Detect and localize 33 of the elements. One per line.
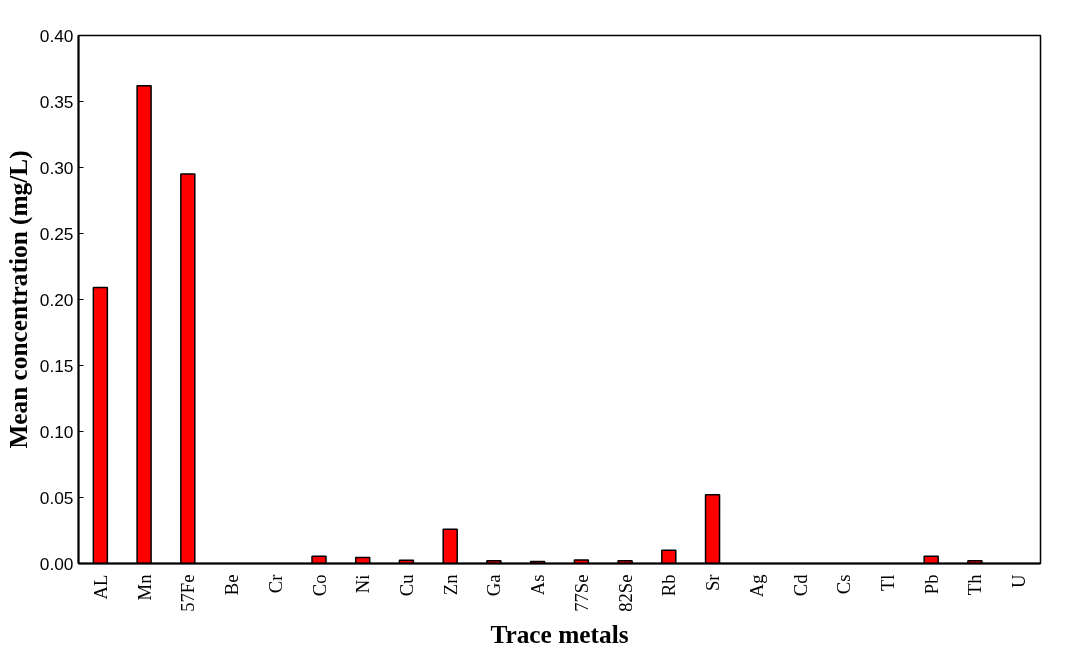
x-tick-label: Ni [352, 574, 374, 594]
y-tick-label: 0.20 [39, 289, 74, 310]
x-tick-label: Tl [876, 574, 898, 592]
y-tick-label: 0.15 [39, 355, 74, 376]
x-tick-label: Be [221, 574, 243, 596]
x-tick-label: Zn [439, 573, 461, 596]
x-axis-title: Trace metals [490, 619, 629, 648]
x-tick-label: Cr [264, 573, 286, 594]
x-tick-label: Cu [395, 573, 417, 597]
x-tick-label: Ga [483, 573, 505, 597]
x-tick-label: Mn [133, 573, 155, 601]
y-tick-label: 0.35 [39, 91, 74, 112]
x-tick-label: Cs [833, 574, 855, 595]
x-tick-label: As [527, 574, 549, 596]
y-tick-label: 0.00 [39, 553, 74, 574]
y-tick-label: 0.30 [39, 157, 74, 178]
y-tick-label: 0.25 [39, 223, 74, 244]
x-tick-label: Co [308, 574, 330, 597]
x-tick-label: U [1008, 573, 1030, 588]
x-tick-label: Ag [745, 574, 767, 598]
y-tick-label: 0.10 [39, 421, 74, 442]
x-tick-label: Th [964, 573, 986, 596]
x-tick-label: AL [89, 574, 111, 600]
y-tick-label: 0.05 [39, 487, 74, 508]
x-tick-label: Rb [658, 574, 680, 597]
y-tick-label: 0.40 [39, 25, 74, 46]
y-axis-title: Mean concentration (mg/L) [3, 150, 33, 449]
x-tick-label: 57Fe [177, 574, 199, 612]
x-tick-label: 82Se [614, 574, 636, 612]
x-tick-label: 77Se [570, 574, 592, 612]
x-tick-label: Pb [920, 574, 942, 595]
x-tick-label: Sr [702, 573, 724, 592]
x-tick-label: Cd [789, 573, 811, 597]
